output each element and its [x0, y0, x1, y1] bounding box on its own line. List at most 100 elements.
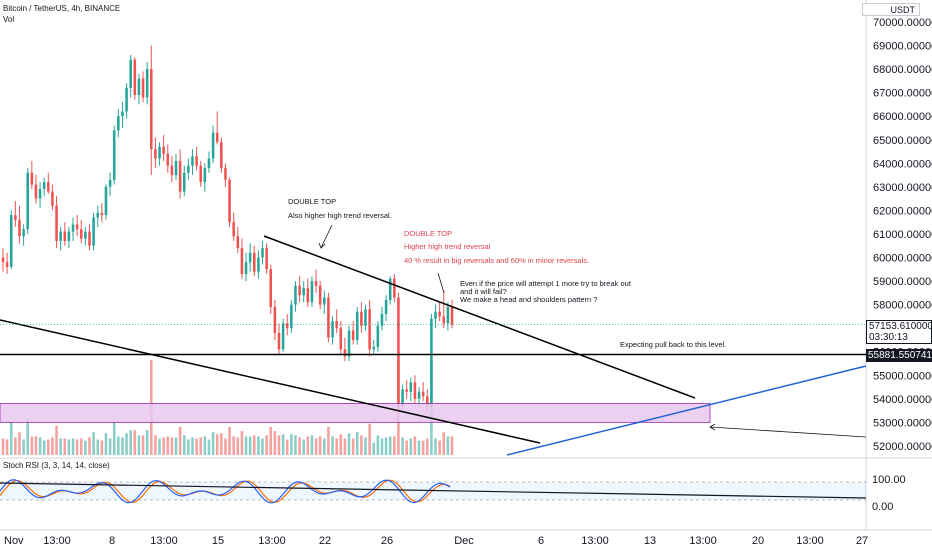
candle-body — [228, 179, 231, 223]
volume-bar — [117, 436, 120, 455]
candle-body — [236, 236, 240, 249]
candle-body — [215, 132, 219, 143]
chart-drawings[interactable] — [0, 224, 867, 456]
candle-body — [129, 59, 132, 88]
last-price-box: 57153.610000 03:30:13 — [866, 320, 932, 344]
volume-bar — [88, 437, 91, 455]
double-top-arrow[interactable] — [320, 224, 333, 249]
note-line-2: and it will fail? — [460, 287, 507, 296]
last-price-value: 57153.610000 — [869, 321, 932, 332]
volume-bar — [351, 438, 355, 455]
volume-bar — [67, 439, 71, 455]
demand-zone-rect[interactable] — [0, 403, 711, 423]
candle-body — [141, 78, 145, 98]
candle-body — [446, 306, 450, 324]
volume-bar — [269, 426, 273, 455]
volume-bar — [248, 436, 252, 455]
candle-body — [388, 278, 392, 300]
volume-bar — [63, 438, 67, 455]
symbol-title[interactable]: Bitcoin / TetherUS, 4h, BINANCE — [3, 4, 121, 13]
candle-body — [63, 231, 67, 242]
volume-bar — [133, 430, 137, 455]
volume-bar — [281, 434, 285, 455]
descending-trendline-upper[interactable] — [263, 235, 696, 399]
volume-bar — [178, 426, 182, 455]
candle-body — [397, 297, 400, 406]
candle-body — [112, 130, 116, 180]
candle-body — [67, 231, 71, 242]
candle-body — [310, 281, 314, 303]
volume-bar — [257, 436, 260, 455]
candle-body — [203, 168, 207, 183]
pullback-arrow[interactable] — [709, 426, 867, 438]
volume-bar — [154, 435, 157, 455]
price-tick-label: 58000.000000 — [873, 300, 932, 312]
candle-body — [207, 158, 211, 169]
volume-bar — [207, 439, 211, 455]
volume-bar — [442, 432, 446, 455]
note-line-1: Even if the price will attempt 1 more tr… — [460, 279, 632, 288]
volume-bar — [187, 439, 190, 455]
stoch-rsi-panel — [0, 479, 867, 504]
time-tick-label: 13:00 — [150, 535, 178, 547]
price-tick-label: 61000.000000 — [873, 229, 932, 241]
volume-bar — [14, 437, 17, 455]
volume-bar — [417, 440, 421, 455]
candle-body — [331, 321, 334, 338]
candle-body — [88, 231, 91, 246]
ascending-trendline[interactable] — [506, 365, 867, 456]
volume-bar — [22, 439, 25, 455]
candle-body — [257, 257, 260, 272]
volume-bar — [360, 435, 363, 455]
volume-bar — [302, 439, 305, 455]
volume-label[interactable]: Vol — [3, 15, 15, 24]
volume-bar — [401, 437, 404, 455]
volume-bar — [211, 432, 215, 455]
candle-body — [339, 328, 343, 350]
candle-body — [434, 311, 437, 319]
volume-bar — [310, 435, 314, 455]
chart-legend: Bitcoin / TetherUS, 4h, BINANCE Vol — [3, 3, 120, 25]
time-tick-label: 13 — [644, 535, 656, 547]
time-tick-label: Nov — [4, 535, 24, 547]
currency-button[interactable]: USDT — [862, 3, 920, 16]
time-axis[interactable]: Nov 13:00 8 13:00 15 13:00 22 26 Dec 6 13:00 13 13:0… — [4, 535, 868, 547]
candle-body — [55, 205, 58, 242]
candle-body — [42, 182, 46, 190]
note-arrow[interactable] — [437, 272, 445, 294]
rsi-lower-label: 0.00 — [872, 501, 893, 513]
bar-countdown: 03:30:13 — [869, 332, 908, 343]
volume-bar — [318, 436, 322, 455]
volume-bar — [244, 436, 248, 455]
volume-bar — [285, 439, 289, 455]
candle-body — [92, 217, 95, 246]
volume-bar — [162, 437, 165, 455]
volume-bar — [79, 438, 83, 455]
volume-bar — [368, 423, 371, 455]
stoch-rsi-label[interactable]: Stoch RSI (3, 3, 14, 14, close) — [3, 461, 110, 470]
candle-body — [199, 165, 203, 183]
candle-body — [191, 156, 194, 166]
candle-body — [108, 179, 112, 187]
candle-body — [79, 229, 83, 239]
candle-body — [294, 285, 297, 305]
price-tick-label: 70000.000000 — [873, 17, 932, 29]
volume-bar — [335, 438, 338, 455]
price-axis[interactable]: 52000.000000 53000.000000 54000.000000 5500… — [873, 17, 932, 453]
candle-body — [281, 323, 285, 350]
volume-bar — [294, 435, 297, 455]
volume-bar — [51, 437, 54, 455]
volume-bar — [47, 439, 50, 455]
candle-body — [195, 156, 198, 166]
candle-body — [368, 309, 371, 350]
candle-body — [252, 252, 256, 272]
candle-body — [150, 69, 153, 150]
time-tick-label: 22 — [319, 535, 331, 547]
descending-trendline-lower[interactable] — [0, 319, 541, 444]
volume-bar — [9, 422, 13, 455]
candle-body — [240, 248, 244, 274]
candle-body — [178, 160, 182, 192]
volume-bar — [108, 438, 112, 455]
candle-body — [302, 288, 305, 296]
